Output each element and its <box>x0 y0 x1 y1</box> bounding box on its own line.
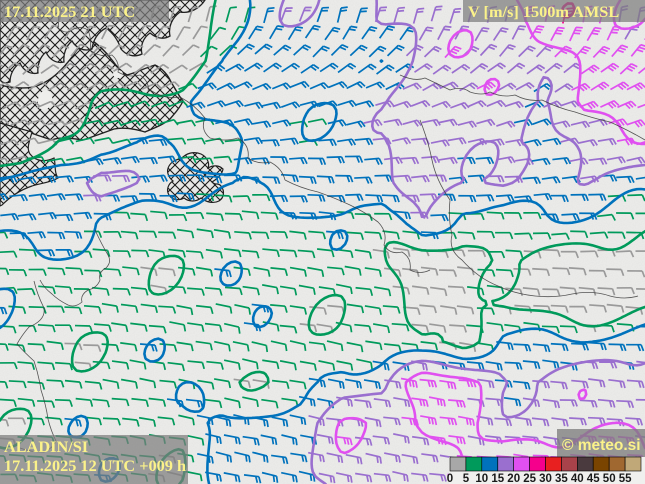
svg-text:5: 5 <box>463 473 470 484</box>
svg-text:0: 0 <box>447 473 453 484</box>
svg-text:40: 40 <box>571 473 584 484</box>
svg-text:50: 50 <box>603 473 616 484</box>
svg-text:15: 15 <box>491 473 504 484</box>
svg-text:35: 35 <box>555 473 568 484</box>
svg-text:20: 20 <box>507 473 520 484</box>
svg-text:© meteo.si: © meteo.si <box>562 437 641 454</box>
svg-text:10: 10 <box>475 473 488 484</box>
svg-text:55: 55 <box>619 473 632 484</box>
svg-text:V [m/s] 1500m AMSL: V [m/s] 1500m AMSL <box>468 2 619 21</box>
svg-text:45: 45 <box>587 473 600 484</box>
svg-text:ALADIN/SI: ALADIN/SI <box>4 437 88 456</box>
svg-text:30: 30 <box>539 473 552 484</box>
svg-text:25: 25 <box>523 473 536 484</box>
svg-text:17.11.2025 21 UTC: 17.11.2025 21 UTC <box>4 2 135 21</box>
svg-text:17.11.2025 12 UTC +009 h: 17.11.2025 12 UTC +009 h <box>4 456 186 475</box>
